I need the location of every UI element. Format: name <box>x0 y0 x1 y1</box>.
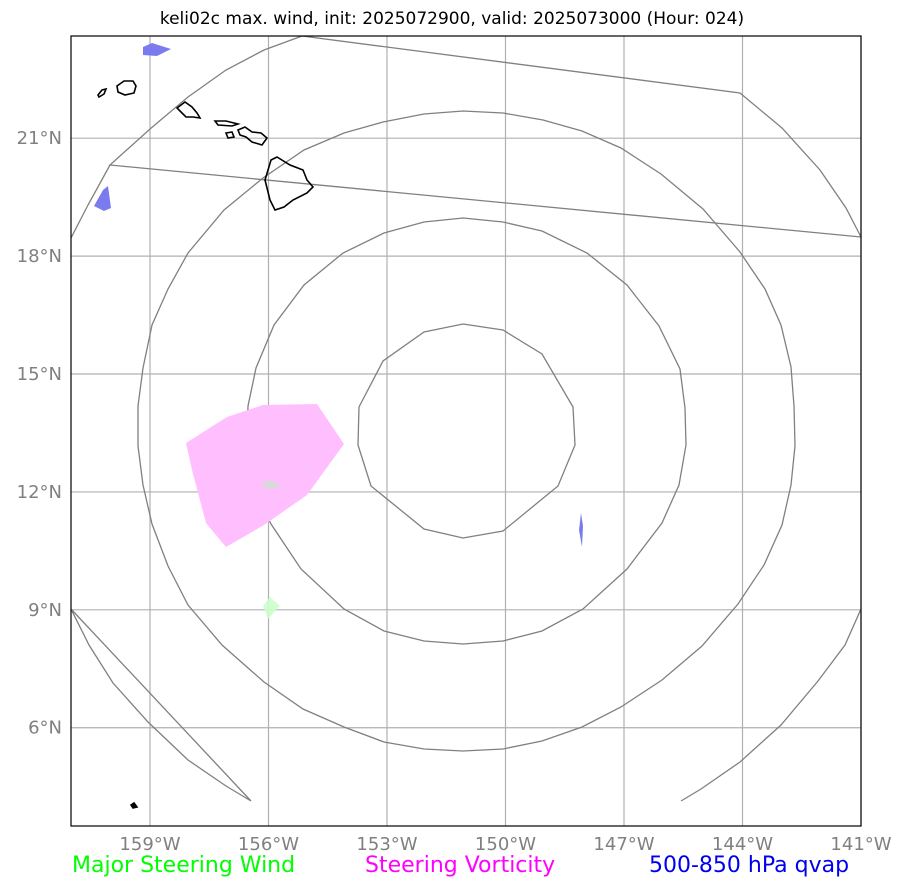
island-molokai <box>213 120 241 127</box>
x-tick-label: 144°W <box>712 834 773 855</box>
y-tick-label: 12°N <box>17 482 62 503</box>
legend-qvap: 500-850 hPa qvap <box>649 853 850 878</box>
y-tick-label: 18°N <box>17 246 62 267</box>
qvap-area-north <box>143 43 171 56</box>
range-ring-4b <box>71 164 111 239</box>
graticule <box>71 36 862 826</box>
y-tick-label: 9°N <box>28 600 62 621</box>
x-axis-ticks: 159°W 156°W 153°W 150°W 147°W 144°W 141°W <box>119 834 891 855</box>
y-tick-label: 15°N <box>17 364 62 385</box>
range-ring-5b <box>680 608 861 802</box>
island-niihau <box>97 87 108 99</box>
qvap-area-east <box>579 513 583 547</box>
range-ring-5 <box>71 608 252 802</box>
x-tick-label: 159°W <box>119 834 180 855</box>
y-tick-label: 6°N <box>28 718 62 739</box>
range-rings <box>71 36 861 802</box>
range-ring-2 <box>246 217 687 645</box>
steering-vorticity-area <box>186 404 344 547</box>
island-small-south <box>129 801 139 809</box>
legend-steering-wind: Major Steering Wind <box>72 853 296 878</box>
island-kauai <box>116 80 137 96</box>
x-tick-label: 153°W <box>356 834 417 855</box>
island-hawaii <box>264 156 315 211</box>
x-tick-label: 141°W <box>830 834 891 855</box>
island-lanai <box>224 131 236 139</box>
y-axis-ticks: 21°N 18°N 15°N 12°N 9°N 6°N <box>17 128 62 739</box>
steering-wind-area <box>263 597 280 619</box>
steering-wind-area-small <box>260 480 282 489</box>
qvap-area-west <box>94 186 111 211</box>
x-tick-label: 150°W <box>475 834 536 855</box>
coastlines <box>97 80 315 809</box>
x-tick-label: 156°W <box>238 834 299 855</box>
island-maui <box>236 126 269 146</box>
range-ring-3 <box>137 110 796 752</box>
range-ring-1 <box>357 323 576 539</box>
range-ring-4 <box>108 36 861 238</box>
plot-frame <box>70 35 862 827</box>
y-tick-label: 21°N <box>17 128 62 149</box>
x-tick-label: 147°W <box>593 834 654 855</box>
legend-steering-vorticity: Steering Vorticity <box>365 853 556 878</box>
map-title: keli02c max. wind, init: 2025072900, val… <box>159 9 745 29</box>
island-oahu <box>175 101 202 120</box>
